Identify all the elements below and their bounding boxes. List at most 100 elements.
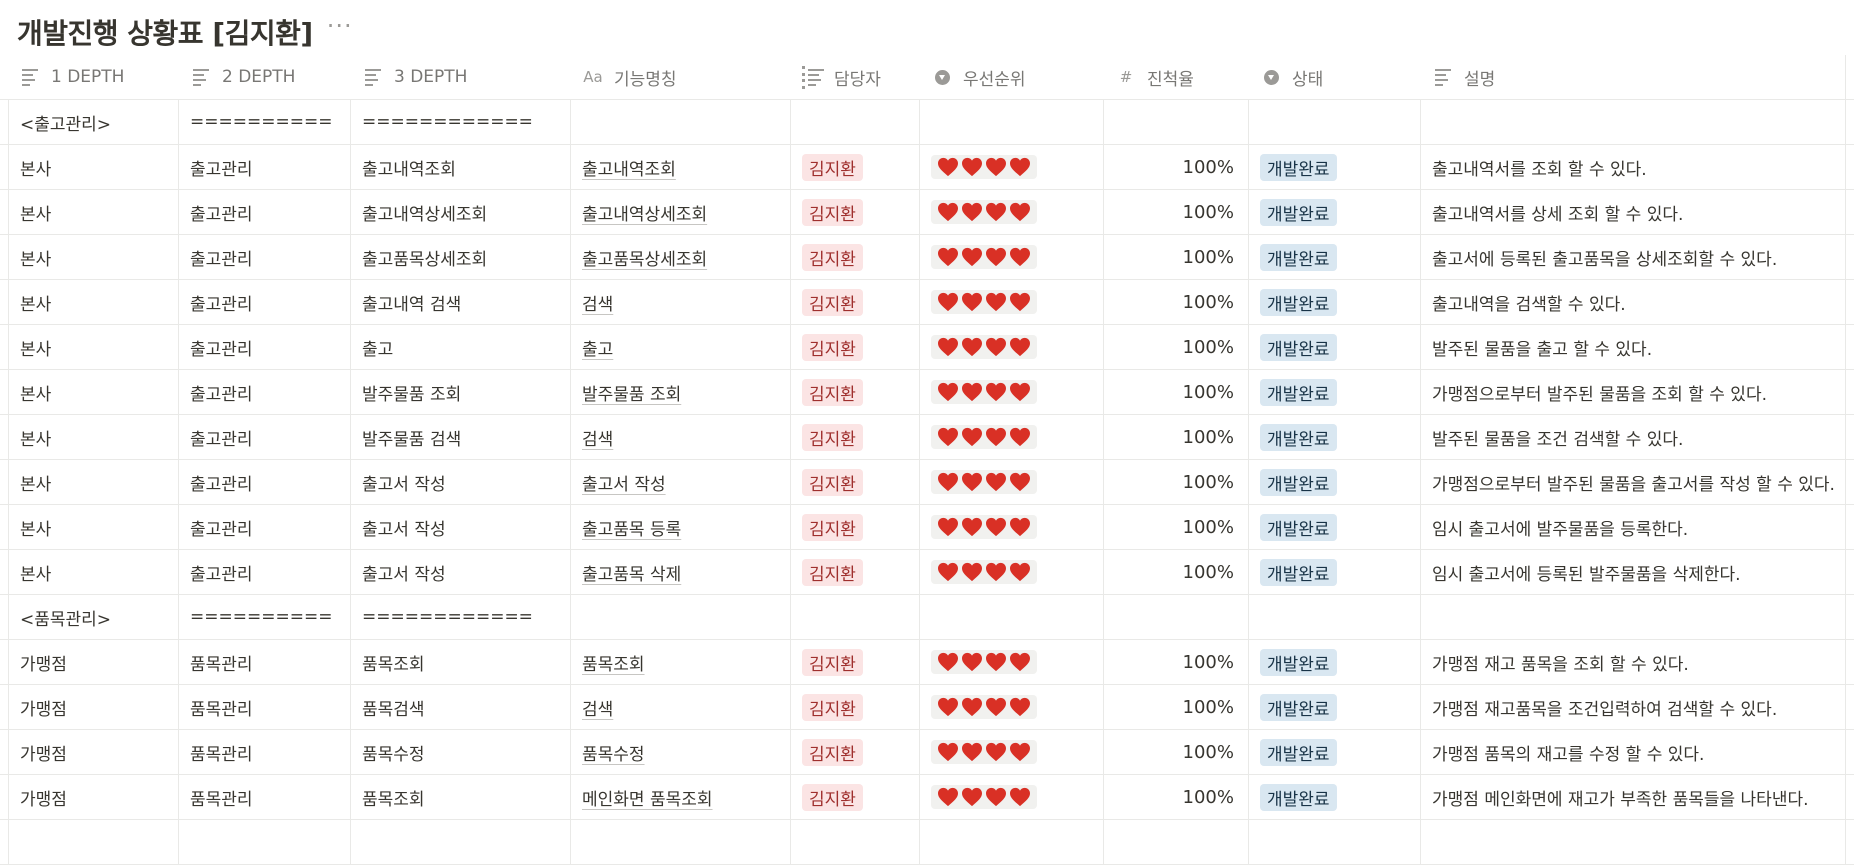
cell-진척율[interactable]: 100% xyxy=(1103,325,1248,369)
cell-1-depth[interactable]: 본사 xyxy=(8,325,178,369)
cell-설명[interactable]: 가맹점으로부터 발주된 물품을 조회 할 수 있다. xyxy=(1420,370,1846,414)
cell-상태[interactable]: 개발완료 xyxy=(1248,550,1420,594)
cell-진척율[interactable]: 100% xyxy=(1103,190,1248,234)
cell-담당자[interactable]: 김지환 xyxy=(790,415,919,459)
cell-우선순위[interactable] xyxy=(919,235,1103,279)
cell-설명[interactable]: 가맹점 재고품목을 조건입력하여 검색할 수 있다. xyxy=(1420,685,1846,729)
cell-기능명칭[interactable]: 출고품목 삭제 xyxy=(570,550,790,594)
cell-담당자[interactable]: 김지환 xyxy=(790,550,919,594)
cell-상태[interactable]: 개발완료 xyxy=(1248,685,1420,729)
column-header[interactable]: 상태 xyxy=(1248,55,1420,99)
cell-3-depth[interactable]: ============ xyxy=(350,595,570,639)
cell-3-depth[interactable] xyxy=(350,820,570,864)
cell-2-depth[interactable]: 출고관리 xyxy=(178,460,350,504)
cell-설명[interactable]: 임시 출고서에 발주물품을 등록한다. xyxy=(1420,505,1846,549)
column-header[interactable]: 설명 xyxy=(1420,55,1846,99)
cell-1-depth[interactable]: 가맹점 xyxy=(8,685,178,729)
cell-상태[interactable]: 개발완료 xyxy=(1248,325,1420,369)
table-row[interactable]: 본사 출고관리 출고내역 검색 검색 김지환 100% 개발완료 출고내역을 검색할 수 있다… xyxy=(0,280,1854,325)
cell-1-depth[interactable]: 가맹점 xyxy=(8,775,178,819)
cell-우선순위[interactable] xyxy=(919,370,1103,414)
cell-진척율[interactable]: 100% xyxy=(1103,640,1248,684)
cell-우선순위[interactable] xyxy=(919,460,1103,504)
cell-기능명칭[interactable]: 출고 xyxy=(570,325,790,369)
cell-기능명칭[interactable]: 발주물품 조회 xyxy=(570,370,790,414)
cell-3-depth[interactable]: 출고서 작성 xyxy=(350,460,570,504)
cell-상태[interactable]: 개발완료 xyxy=(1248,640,1420,684)
table-row[interactable]: 본사 출고관리 출고품목상세조회 출고품목상세조회 김지환 100% 개발완료 출고서에 등록… xyxy=(0,235,1854,280)
cell-2-depth[interactable] xyxy=(178,820,350,864)
column-header[interactable]: Aa 기능명칭 xyxy=(570,55,790,99)
section-row[interactable]: <출고관리> ========== ============ xyxy=(0,100,1854,145)
cell-담당자[interactable]: 김지환 xyxy=(790,460,919,504)
page-title[interactable]: 개발진행 상황표 [김지환] xyxy=(17,17,313,50)
cell-진척율[interactable] xyxy=(1103,820,1248,864)
cell-기능명칭[interactable]: 검색 xyxy=(570,685,790,729)
cell-담당자[interactable]: 김지환 xyxy=(790,730,919,774)
cell-설명[interactable]: 가맹점 재고 품목을 조회 할 수 있다. xyxy=(1420,640,1846,684)
cell-진척율[interactable]: 100% xyxy=(1103,415,1248,459)
table-row[interactable]: 본사 출고관리 발주물품 조회 발주물품 조회 김지환 100% 개발완료 가맹점으로부터 발… xyxy=(0,370,1854,415)
cell-진척율[interactable]: 100% xyxy=(1103,730,1248,774)
cell-1-depth[interactable]: 본사 xyxy=(8,460,178,504)
cell-진척율[interactable]: 100% xyxy=(1103,685,1248,729)
cell-우선순위[interactable] xyxy=(919,100,1103,144)
cell-상태[interactable]: 개발완료 xyxy=(1248,190,1420,234)
cell-상태[interactable] xyxy=(1248,100,1420,144)
cell-설명[interactable]: 임시 출고서에 등록된 발주물품을 삭제한다. xyxy=(1420,550,1846,594)
cell-2-depth[interactable]: 품목관리 xyxy=(178,640,350,684)
cell-담당자[interactable]: 김지환 xyxy=(790,685,919,729)
cell-설명[interactable]: 출고서에 등록된 출고품목을 상세조회할 수 있다. xyxy=(1420,235,1846,279)
cell-2-depth[interactable]: 품목관리 xyxy=(178,775,350,819)
cell-2-depth[interactable]: 출고관리 xyxy=(178,235,350,279)
cell-2-depth[interactable]: 출고관리 xyxy=(178,145,350,189)
cell-3-depth[interactable]: 출고내역조회 xyxy=(350,145,570,189)
cell-진척율[interactable]: 100% xyxy=(1103,280,1248,324)
cell-1-depth[interactable]: 가맹점 xyxy=(8,730,178,774)
cell-설명[interactable] xyxy=(1420,100,1846,144)
feature-name-link[interactable]: 출고내역상세조회 xyxy=(582,204,708,225)
column-header[interactable]: 우선순위 xyxy=(919,55,1103,99)
cell-3-depth[interactable]: 출고서 작성 xyxy=(350,505,570,549)
table-row[interactable]: 본사 출고관리 출고 출고 김지환 100% 개발완료 발주된 물품을 출고 할 수 있다. xyxy=(0,325,1854,370)
feature-name-link[interactable]: 출고품목 등록 xyxy=(582,519,682,540)
cell-기능명칭[interactable]: 출고서 작성 xyxy=(570,460,790,504)
cell-우선순위[interactable] xyxy=(919,640,1103,684)
cell-담당자[interactable]: 김지환 xyxy=(790,775,919,819)
cell-기능명칭[interactable]: 품목조회 xyxy=(570,640,790,684)
cell-1-depth[interactable]: 본사 xyxy=(8,370,178,414)
cell-기능명칭[interactable]: 출고내역조회 xyxy=(570,145,790,189)
cell-1-depth[interactable]: 가맹점 xyxy=(8,640,178,684)
cell-2-depth[interactable]: 품목관리 xyxy=(178,730,350,774)
feature-name-link[interactable]: 품목조회 xyxy=(582,654,645,675)
cell-담당자[interactable]: 김지환 xyxy=(790,235,919,279)
table-row[interactable]: 가맹점 품목관리 품목수정 품목수정 김지환 100% 개발완료 가맹점 품목의 재고를 수정… xyxy=(0,730,1854,775)
cell-담당자[interactable]: 김지환 xyxy=(790,505,919,549)
cell-1-depth[interactable]: 본사 xyxy=(8,190,178,234)
cell-설명[interactable]: 발주된 물품을 출고 할 수 있다. xyxy=(1420,325,1846,369)
table-row[interactable]: 본사 출고관리 출고내역조회 출고내역조회 김지환 100% 개발완료 출고내역서를 조회 할… xyxy=(0,145,1854,190)
cell-우선순위[interactable] xyxy=(919,415,1103,459)
feature-name-link[interactable]: 품목수정 xyxy=(582,744,645,765)
cell-설명[interactable]: 가맹점으로부터 발주된 물품을 출고서를 작성 할 수 있다. xyxy=(1420,460,1846,504)
cell-3-depth[interactable]: 품목검색 xyxy=(350,685,570,729)
table-row[interactable]: 본사 출고관리 출고서 작성 출고품목 삭제 김지환 100% 개발완료 임시 출고서에 등록… xyxy=(0,550,1854,595)
cell-우선순위[interactable] xyxy=(919,550,1103,594)
cell-우선순위[interactable] xyxy=(919,685,1103,729)
table-row[interactable]: 본사 출고관리 발주물품 검색 검색 김지환 100% 개발완료 발주된 물품을 조건 검색할… xyxy=(0,415,1854,460)
cell-진척율[interactable]: 100% xyxy=(1103,505,1248,549)
feature-name-link[interactable]: 출고품목상세조회 xyxy=(582,249,708,270)
cell-담당자[interactable]: 김지환 xyxy=(790,325,919,369)
cell-1-depth[interactable]: 본사 xyxy=(8,280,178,324)
cell-상태[interactable] xyxy=(1248,820,1420,864)
cell-1-depth[interactable] xyxy=(8,820,178,864)
cell-2-depth[interactable]: 출고관리 xyxy=(178,370,350,414)
cell-우선순위[interactable] xyxy=(919,325,1103,369)
cell-설명[interactable]: 가맹점 품목의 재고를 수정 할 수 있다. xyxy=(1420,730,1846,774)
column-header[interactable]: 1 DEPTH xyxy=(8,55,178,99)
table-row[interactable]: 가맹점 품목관리 품목조회 메인화면 품목조회 김지환 100% 개발완료 가맹점 메인화면에… xyxy=(0,775,1854,820)
table-row[interactable]: 가맹점 품목관리 품목검색 검색 김지환 100% 개발완료 가맹점 재고품목을 조건입력하여… xyxy=(0,685,1854,730)
section-row[interactable]: <품목관리> ========== ============ xyxy=(0,595,1854,640)
cell-3-depth[interactable]: 출고서 작성 xyxy=(350,550,570,594)
cell-담당자[interactable] xyxy=(790,595,919,639)
